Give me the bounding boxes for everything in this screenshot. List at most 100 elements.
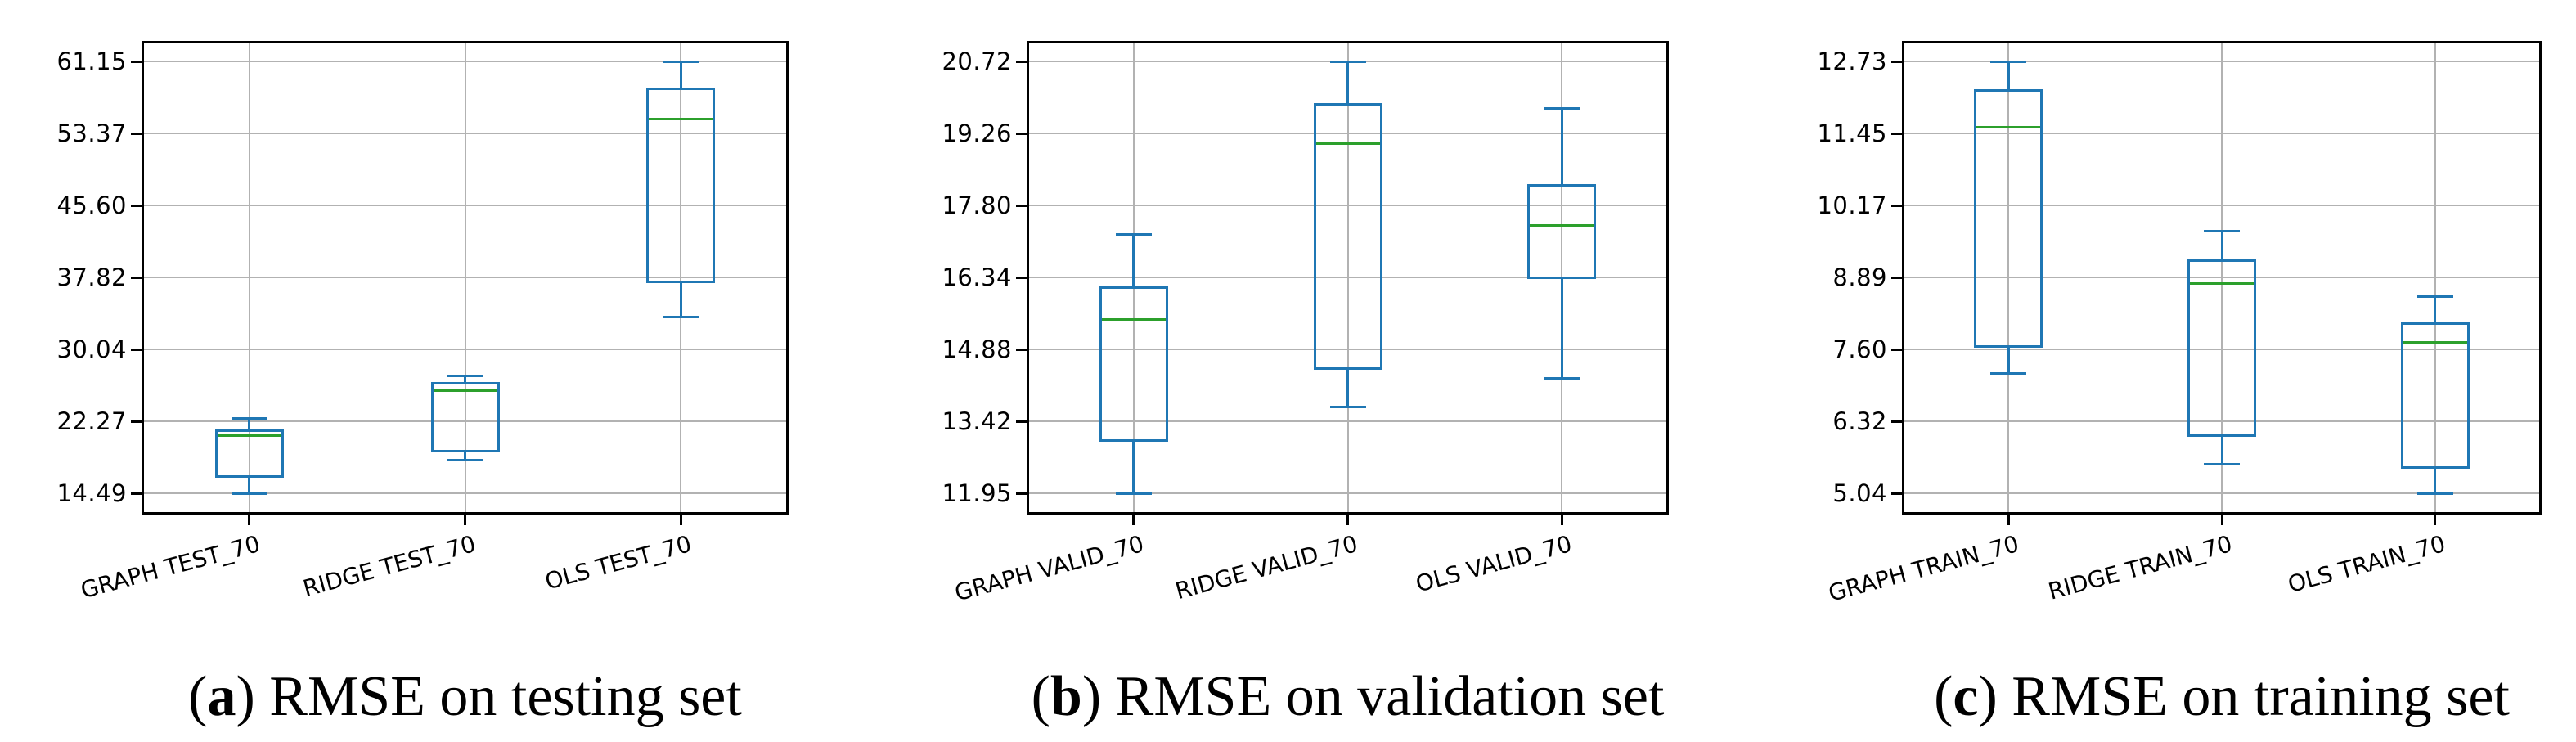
whisker-cap-top [1544, 106, 1580, 110]
y-tick-label: 14.88 [942, 335, 1012, 363]
median-line [1315, 142, 1380, 146]
whisker-upper [1560, 108, 1563, 184]
y-tick-label: 20.72 [942, 47, 1012, 75]
x-tick-mark [248, 515, 251, 525]
whisker-cap-top [2204, 229, 2240, 232]
y-gridline [142, 492, 789, 494]
x-gridline [680, 41, 682, 515]
caption-letter: a [207, 665, 236, 728]
y-tick-label: 8.89 [1832, 263, 1887, 291]
caption-letter: c [1953, 665, 1979, 728]
y-gridline [142, 205, 789, 206]
box [1099, 286, 1168, 442]
caption-letter: b [1050, 665, 1082, 728]
y-tick-label: 16.34 [942, 263, 1012, 291]
y-tick-mark [1016, 420, 1027, 423]
x-tick-mark [679, 515, 682, 525]
box [1313, 103, 1382, 370]
whisker-cap-top [2416, 295, 2453, 298]
x-tick-label: OLS TEST_70 [542, 530, 695, 596]
whisker-lower [1132, 441, 1135, 493]
y-gridline [1902, 492, 2542, 494]
x-tick-label: RIDGE VALID_70 [1172, 530, 1361, 605]
whisker-lower [2434, 468, 2437, 493]
whisker-cap-top [1329, 60, 1366, 63]
x-gridline [248, 41, 250, 515]
y-tick-mark [131, 348, 142, 351]
x-tick-mark [2220, 515, 2223, 525]
x-gridline [1132, 41, 1135, 515]
y-gridline [1027, 349, 1669, 350]
y-gridline [1902, 420, 2542, 422]
y-tick-mark [1016, 492, 1027, 495]
whisker-cap-top [1115, 232, 1152, 236]
box [646, 88, 716, 283]
whisker-cap-bottom [1990, 372, 2027, 375]
y-tick-label: 30.04 [56, 335, 127, 363]
y-gridline [1027, 205, 1669, 206]
y-tick-label: 45.60 [56, 191, 127, 219]
y-tick-mark [1891, 276, 1902, 279]
whisker-cap-top [447, 374, 483, 377]
y-tick-mark [1016, 276, 1027, 279]
whisker-cap-top [663, 60, 699, 63]
y-tick-mark [131, 204, 142, 207]
y-gridline [1027, 133, 1669, 134]
plot-frame [142, 41, 789, 515]
x-tick-mark [1132, 515, 1135, 525]
box [1527, 183, 1597, 279]
whisker-upper [2434, 296, 2437, 323]
median-line [1976, 125, 2041, 128]
median-line [433, 389, 497, 392]
whisker-cap-bottom [2204, 462, 2240, 465]
whisker-upper [1132, 234, 1135, 286]
y-gridline [142, 61, 789, 62]
y-gridline [142, 133, 789, 134]
y-tick-label: 37.82 [56, 263, 127, 291]
y-tick-label: 7.60 [1832, 335, 1887, 363]
whisker-cap-top [231, 417, 267, 420]
median-line [1530, 223, 1594, 227]
x-gridline [1561, 41, 1563, 515]
whisker-lower [464, 452, 466, 461]
median-line [217, 434, 281, 438]
whisker-upper [1346, 61, 1349, 104]
x-tick-label: RIDGE TRAIN_70 [2045, 530, 2236, 605]
x-tick-label: RIDGE TEST_70 [299, 530, 479, 603]
y-tick-mark [131, 132, 142, 135]
y-gridline [1902, 133, 2542, 134]
box [1974, 89, 2043, 349]
whisker-cap-top [1990, 60, 2027, 63]
whisker-cap-bottom [231, 492, 267, 495]
whisker-lower [679, 283, 682, 317]
whisker-cap-bottom [447, 458, 483, 461]
x-tick-label: GRAPH TRAIN_70 [1825, 530, 2022, 607]
x-gridline [464, 41, 466, 515]
x-tick-mark [1560, 515, 1563, 525]
whisker-cap-bottom [1329, 406, 1366, 409]
x-gridline [2221, 41, 2223, 515]
y-tick-mark [1891, 420, 1902, 423]
whisker-lower [1346, 369, 1349, 407]
y-tick-label: 13.42 [942, 407, 1012, 435]
y-gridline [1027, 492, 1669, 494]
chart-caption: (a) RMSE on testing set [188, 665, 742, 728]
y-tick-label: 10.17 [1817, 191, 1887, 219]
x-tick-mark [2007, 515, 2010, 525]
y-tick-label: 17.80 [942, 191, 1012, 219]
box [214, 429, 284, 478]
y-gridline [1902, 205, 2542, 206]
whisker-upper [679, 61, 682, 88]
y-gridline [1027, 277, 1669, 278]
y-tick-mark [131, 492, 142, 495]
x-gridline [2434, 41, 2436, 515]
y-tick-mark [1891, 204, 1902, 207]
y-tick-mark [131, 60, 142, 63]
whisker-cap-bottom [2416, 492, 2453, 495]
y-tick-mark [1016, 204, 1027, 207]
whisker-cap-bottom [1544, 377, 1580, 380]
y-gridline [1027, 420, 1669, 422]
y-tick-label: 53.37 [56, 119, 127, 147]
